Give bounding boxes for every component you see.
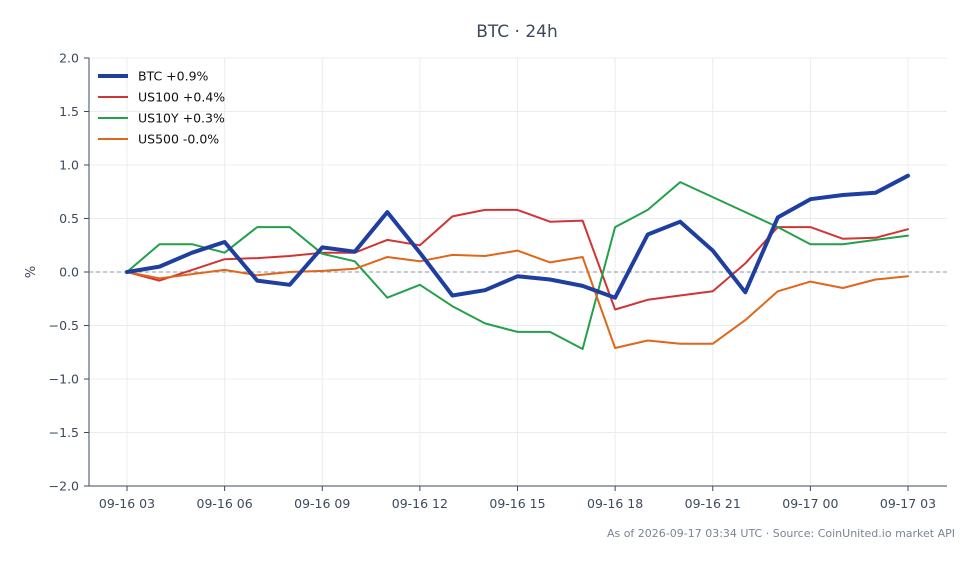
- y-tick-label: −1.5: [49, 425, 79, 440]
- series-lines: [125, 173, 910, 350]
- y-axis-label: %: [24, 266, 39, 278]
- x-tick-label: 09-16 15: [489, 496, 545, 511]
- x-tick-label: 09-16 06: [197, 496, 253, 511]
- x-tick-label: 09-16 03: [99, 496, 155, 511]
- series-line-us500: [126, 249, 909, 349]
- y-tick-label: 0.5: [59, 211, 79, 226]
- y-tick-label: 1.5: [59, 104, 79, 119]
- x-tick-label: 09-16 12: [392, 496, 448, 511]
- x-tick-label: 09-16 09: [294, 496, 350, 511]
- y-tick-label: 0.0: [59, 265, 79, 280]
- x-axis-ticks: 09-16 03 09-16 06 09-16 09 09-16 12 09-16 15…: [99, 486, 936, 511]
- legend-entry-btc: BTC +0.9%: [138, 69, 209, 84]
- legend-entry-us500: US500 -0.0%: [138, 132, 219, 147]
- y-tick-label: −0.5: [49, 318, 79, 333]
- y-tick-label: −2.0: [49, 479, 79, 494]
- legend-entry-us100: US100 +0.4%: [138, 90, 225, 105]
- x-tick-label: 09-16 18: [587, 496, 643, 511]
- series-line-btc: [125, 173, 910, 300]
- chart-title: BTC · 24h: [476, 22, 558, 42]
- y-tick-label: 1.0: [59, 158, 79, 173]
- footer-source-note: As of 2026-09-17 03:34 UTC · Source: Coi…: [607, 527, 955, 540]
- x-tick-label: 09-17 00: [782, 496, 838, 511]
- x-tick-label: 09-16 21: [685, 496, 741, 511]
- y-axis-ticks: 2.0 1.5 1.0 0.5 0.0 −0.5 −1.0 −1.5 −2.0: [49, 51, 89, 494]
- legend: BTC +0.9% US100 +0.4% US10Y +0.3% US500 -0.…: [98, 69, 225, 147]
- x-tick-label: 09-17 03: [880, 496, 936, 511]
- series-line-us10y: [126, 181, 909, 350]
- legend-entry-us10y: US10Y +0.3%: [138, 111, 225, 126]
- y-tick-label: −1.0: [49, 372, 79, 387]
- y-tick-label: 2.0: [59, 51, 79, 66]
